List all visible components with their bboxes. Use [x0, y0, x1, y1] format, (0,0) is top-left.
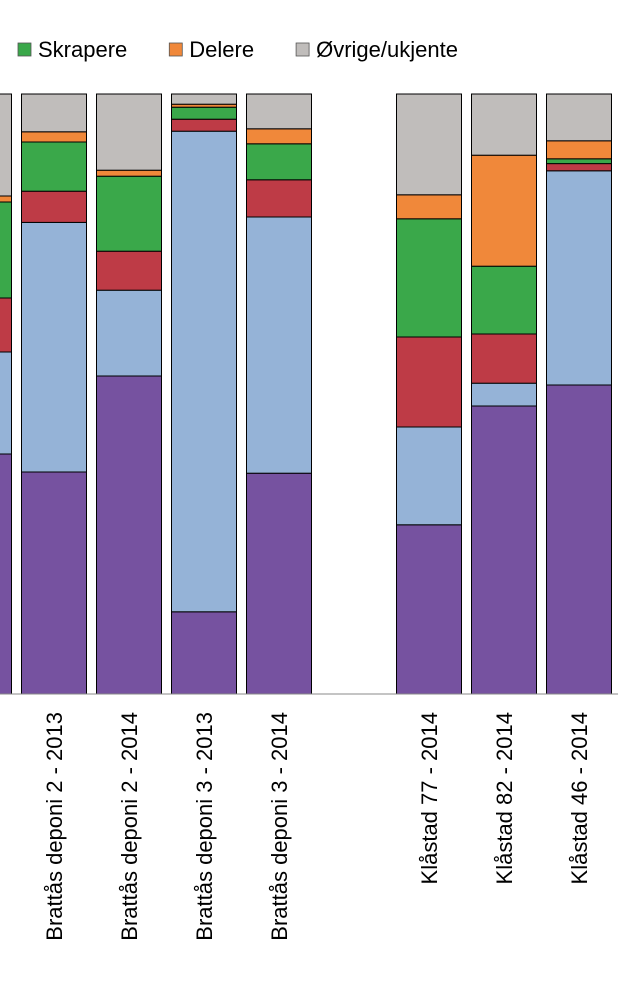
bar-segment [396, 524, 462, 695]
legend-swatch [295, 42, 310, 57]
bar-segment [471, 93, 537, 156]
bar-segment [246, 216, 312, 474]
legend-swatch [17, 42, 32, 57]
bar-segment [0, 195, 12, 203]
bar-segment [171, 611, 237, 695]
bar-segment [0, 93, 12, 197]
x-tick-label: Brattås deponi 3 - 2013 [192, 712, 217, 941]
bar-segment [96, 289, 162, 377]
bar-segment [0, 351, 12, 455]
bar-segment [546, 158, 612, 165]
legend-label: Øvrige/ukjente [316, 37, 458, 62]
bar-segment [471, 154, 537, 267]
bar-segment [0, 453, 12, 695]
legend-swatch [168, 42, 183, 57]
bar-segment [546, 384, 612, 695]
x-tick-label: Klåstad 82 - 2014 [492, 712, 517, 884]
x-tick-label: Brattås deponi 3 - 2014 [267, 712, 292, 941]
bar-segment [546, 163, 612, 172]
bar-segment [96, 169, 162, 177]
bar-segment [471, 333, 537, 384]
bar-segment [471, 265, 537, 335]
bar-segment [471, 382, 537, 407]
bar-segment [21, 471, 87, 695]
bar-segment [21, 190, 87, 223]
bar-segment [471, 405, 537, 695]
x-tick-label: Brattås deponi 2 - 2013 [42, 712, 67, 941]
legend-label: Skrapere [38, 37, 127, 62]
bar-segment [546, 93, 612, 142]
bar-segment [246, 143, 312, 181]
bar-segment [246, 472, 312, 695]
bar-segment [396, 426, 462, 526]
bar-segment [21, 221, 87, 473]
bar-segment [21, 93, 87, 133]
bar-segment [396, 194, 462, 220]
bar-segment [171, 106, 237, 120]
bar-segment [396, 93, 462, 196]
bar-segment [96, 250, 162, 291]
bar-segment [546, 170, 612, 386]
bar-segment [96, 175, 162, 252]
bar-segment [246, 179, 312, 218]
bar-segment [171, 130, 237, 613]
x-tick-label: Brattås deponi 2 - 2014 [117, 712, 142, 941]
x-tick-label: Klåstad 46 - 2014 [567, 712, 592, 884]
bar-segment [246, 128, 312, 145]
x-tick-label: Klåstad 77 - 2014 [417, 712, 442, 884]
bar-segment [96, 93, 162, 171]
bar-segment [171, 93, 237, 105]
bar-segment [0, 297, 12, 353]
bar-segment [396, 218, 462, 338]
bar-segment [0, 201, 12, 299]
bar-segment [171, 118, 237, 132]
bar-segment [21, 141, 87, 192]
bar-segment [396, 336, 462, 428]
bar-segment [96, 375, 162, 695]
bar-segment [246, 93, 312, 130]
legend-label: Delere [189, 37, 254, 62]
bar-segment [21, 131, 87, 143]
bar-segment [546, 140, 612, 160]
